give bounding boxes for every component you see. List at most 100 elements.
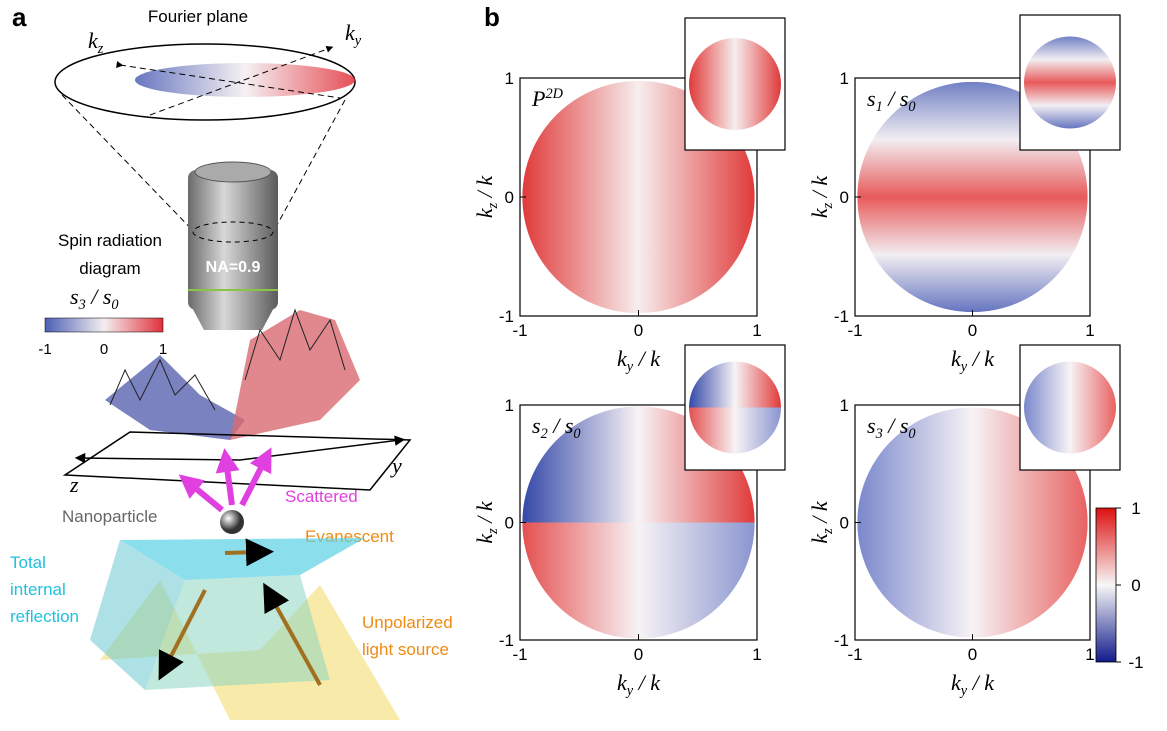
text-part: / s (883, 86, 909, 111)
colorbar-tick-label: 1 (159, 341, 167, 358)
x-axis-label: ky / k (951, 346, 995, 375)
plane (62, 431, 412, 491)
text-part: k (617, 346, 628, 371)
text-part: / k (967, 346, 995, 371)
heatmap-region (638, 522, 755, 639)
plot-title: P2D (531, 86, 564, 111)
cone-line (61, 94, 201, 239)
fourier-plane-title: Fourier plane (148, 7, 248, 26)
text-part: y (625, 683, 634, 699)
x-tick-label: 0 (968, 321, 977, 340)
text-part: / k (633, 670, 661, 695)
colorbar-tick-label: 0 (1131, 576, 1140, 595)
z-axis (74, 452, 241, 464)
panel-label: b (484, 2, 500, 32)
colorbar (44, 317, 164, 333)
x-axis-label: ky / k (951, 670, 995, 699)
x-tick-label: 0 (634, 645, 643, 664)
spin-surface (230, 310, 360, 440)
objective-dash (192, 221, 274, 243)
text-part: 0 (573, 426, 580, 442)
x-tick-label: -1 (512, 645, 527, 664)
tir-label: internal (10, 580, 66, 599)
text-part: k (617, 670, 628, 695)
text-part: 3 (78, 297, 86, 313)
scattered-arrows (178, 447, 272, 513)
text-part: s (532, 413, 541, 438)
y-tick-label: 0 (840, 188, 849, 207)
text-part: y (959, 683, 968, 699)
text-part: / k (807, 500, 832, 528)
objective-na: NA=0.9 (206, 259, 261, 276)
text-part: P (531, 86, 545, 111)
text-part: z (97, 41, 104, 57)
heatmap (1024, 36, 1116, 129)
x-axis-label: ky / k (617, 346, 661, 375)
x-tick-label: 0 (968, 645, 977, 664)
text-part: k (472, 533, 497, 544)
x-tick-label: 0 (634, 321, 643, 340)
y-tick-label: 1 (505, 69, 514, 88)
y-axis-label: kz / k (472, 175, 501, 218)
x-tick-label: 1 (752, 645, 761, 664)
nanoparticle-label: Nanoparticle (62, 507, 157, 526)
text-part: k (807, 533, 832, 544)
x-tick-label: 1 (1085, 321, 1094, 340)
cone-line (269, 99, 346, 239)
plot-title: s3 / s0 (867, 413, 916, 442)
y-label: y (390, 453, 402, 478)
text-part: y (959, 359, 968, 375)
plot-title: s1 / s0 (867, 86, 916, 115)
text-part: k (951, 670, 962, 695)
text-part: z (485, 528, 501, 535)
heatmap (1024, 361, 1116, 454)
colorbar-label: s3 / s0 (70, 284, 119, 313)
spin-surface (105, 355, 245, 440)
text-part: s (867, 413, 876, 438)
ky-label: ky (345, 20, 362, 49)
y-tick-label: 0 (505, 188, 514, 207)
ky-axis (149, 45, 334, 116)
text-part: / k (967, 670, 995, 695)
text-part: 3 (875, 426, 883, 442)
text-part: k (807, 207, 832, 218)
text-part: k (345, 20, 356, 45)
colorbar-ticks: -1 0 1 (38, 341, 167, 358)
text-part: 2 (541, 426, 548, 442)
light-rays (158, 538, 322, 686)
y-tick-label: -1 (834, 631, 849, 650)
heatmap-region (689, 38, 781, 130)
colorbar: -1 0 1 (1095, 499, 1144, 672)
x-tick-label: 1 (1085, 645, 1094, 664)
y-tick-label: -1 (499, 631, 514, 650)
z-label: z (69, 472, 79, 497)
heatmap (689, 38, 781, 130)
text-part: k (472, 207, 497, 218)
source-label: light source (362, 640, 449, 659)
colorbar-fill (1095, 507, 1117, 663)
prism-top (120, 538, 365, 580)
fourier-ellipse (54, 43, 356, 121)
text-part: 0 (908, 99, 915, 115)
colorbar-tick-label: -1 (1128, 653, 1143, 672)
colorbar-tick-label: 0 (100, 341, 108, 358)
text-part: y (625, 359, 634, 375)
text-part: 1 (876, 99, 883, 115)
y-tick-label: -1 (834, 307, 849, 326)
spin-spikes (109, 308, 346, 411)
y-axis-label: kz / k (472, 500, 501, 543)
text-part: / k (633, 346, 661, 371)
y-tick-label: 1 (840, 69, 849, 88)
colorbar-tick-label: 1 (1131, 499, 1140, 518)
text-part: s (70, 284, 79, 309)
text-part: z (820, 202, 836, 209)
text-part: / s (548, 413, 574, 438)
tir-label: reflection (10, 607, 79, 626)
text-part: z (485, 202, 501, 209)
heatmap-region (522, 522, 639, 639)
text-part: 0 (908, 426, 915, 442)
